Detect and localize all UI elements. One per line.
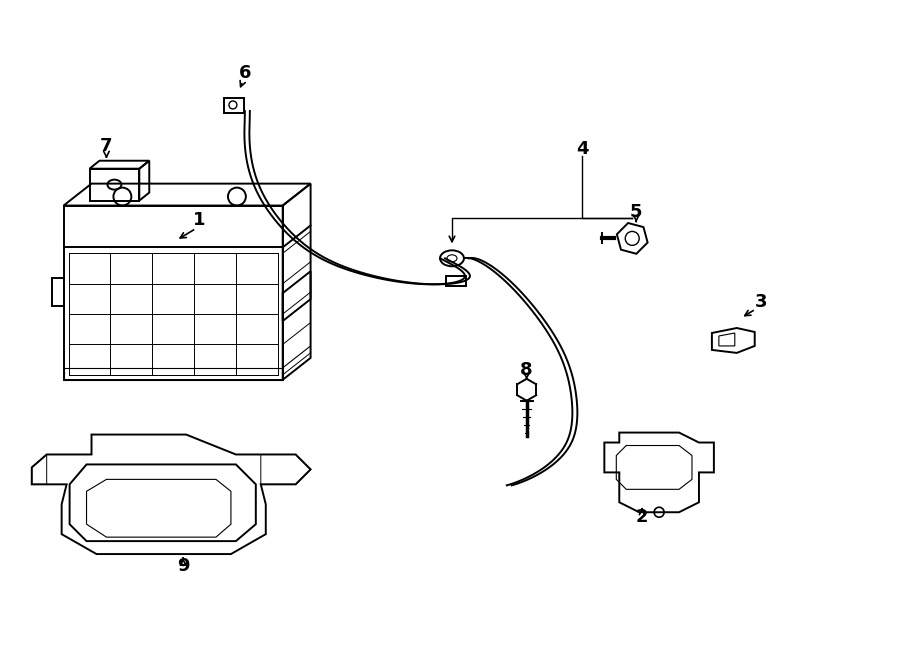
Text: 7: 7 — [100, 137, 112, 155]
Text: 2: 2 — [636, 508, 648, 526]
Text: 9: 9 — [177, 557, 189, 575]
Text: 1: 1 — [193, 212, 205, 229]
Text: 5: 5 — [630, 204, 643, 221]
Text: 3: 3 — [754, 293, 767, 311]
Text: 4: 4 — [576, 139, 589, 158]
Text: 6: 6 — [238, 64, 251, 82]
Text: 8: 8 — [520, 361, 533, 379]
